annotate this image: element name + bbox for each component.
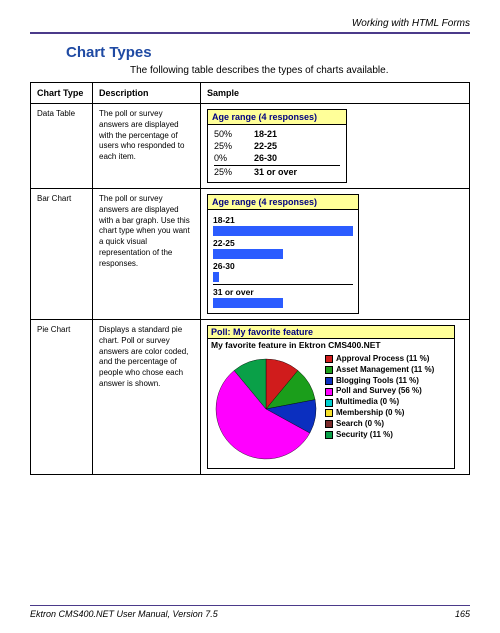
cell-sample: Age range (4 responses) 50% 18-21 25% 22-25…	[201, 104, 470, 189]
legend-item: Security (11 %)	[325, 430, 434, 441]
legend-swatch	[325, 388, 333, 396]
data-table-item: 50% 18-21	[214, 128, 340, 140]
legend-item: Poll and Survey (56 %)	[325, 386, 434, 397]
legend-item: Multimedia (0 %)	[325, 397, 434, 408]
bar	[213, 298, 283, 308]
bar-label: 22-25	[213, 238, 353, 248]
cell-sample: Poll: My favorite feature My favorite fe…	[201, 320, 470, 475]
legend-item: Membership (0 %)	[325, 408, 434, 419]
bar-wrap	[213, 249, 353, 259]
intro-text: The following table describes the types …	[130, 65, 470, 76]
bar	[213, 226, 353, 236]
legend-swatch	[325, 420, 333, 428]
table-row: Bar Chart The poll or survey answers are…	[31, 189, 470, 320]
desc-text: The poll or survey answers are displayed…	[99, 194, 194, 270]
chart-types-table: Chart Type Description Sample Data Table…	[30, 82, 470, 475]
cell-type: Bar Chart	[31, 189, 93, 320]
legend-swatch	[325, 366, 333, 374]
bar-wrap	[213, 298, 353, 308]
data-table-item: 0% 26-30	[214, 152, 340, 164]
data-table-label: 22-25	[254, 141, 277, 151]
bar-label: 18-21	[213, 215, 353, 225]
legend-swatch	[325, 409, 333, 417]
footer-rule	[30, 605, 470, 606]
legend-item: Blogging Tools (11 %)	[325, 376, 434, 387]
col-header-desc: Description	[93, 83, 201, 104]
legend-swatch	[325, 399, 333, 407]
legend-item: Approval Process (11 %)	[325, 354, 434, 365]
header-breadcrumb: Working with HTML Forms	[30, 18, 470, 32]
table-row: Pie Chart Displays a standard pie chart.…	[31, 320, 470, 475]
bar-divider	[213, 284, 353, 285]
legend-swatch	[325, 377, 333, 385]
data-table-pct: 50%	[214, 129, 240, 139]
sample-title: Poll: My favorite feature	[208, 326, 454, 339]
cell-desc: Displays a standard pie chart. Poll or s…	[93, 320, 201, 475]
desc-text: Displays a standard pie chart. Poll or s…	[99, 325, 194, 390]
desc-text: The poll or survey answers are displayed…	[99, 109, 194, 163]
cell-desc: The poll or survey answers are displayed…	[93, 104, 201, 189]
bar-wrap	[213, 272, 353, 282]
section-heading: Chart Types	[66, 44, 470, 61]
legend-swatch	[325, 431, 333, 439]
bar-label: 26-30	[213, 261, 353, 271]
pie-legend: Approval Process (11 %)Asset Management …	[325, 354, 434, 464]
sample-subtitle: My favorite feature in Ektron CMS400.NET	[208, 339, 454, 352]
legend-label: Membership (0 %)	[336, 408, 404, 419]
legend-swatch	[325, 355, 333, 363]
legend-item: Search (0 %)	[325, 419, 434, 430]
page-footer: Ektron CMS400.NET User Manual, Version 7…	[30, 605, 470, 619]
bar-chart-sample: Age range (4 responses) 18-21 22-25 26-30 3…	[207, 194, 359, 314]
data-table-label: 18-21	[254, 129, 277, 139]
legend-label: Security (11 %)	[336, 430, 393, 441]
data-table-label: 31 or over	[254, 167, 297, 177]
legend-label: Asset Management (11 %)	[336, 365, 434, 376]
pie-chart-sample: Poll: My favorite feature My favorite fe…	[207, 325, 455, 469]
sample-title: Age range (4 responses)	[208, 110, 346, 125]
sample-title: Age range (4 responses)	[208, 195, 358, 210]
bar	[213, 272, 219, 282]
footer-manual-title: Ektron CMS400.NET User Manual, Version 7…	[30, 609, 218, 619]
data-table-label: 26-30	[254, 153, 277, 163]
data-table-item: 25% 22-25	[214, 140, 340, 152]
legend-label: Poll and Survey (56 %)	[336, 386, 422, 397]
table-row: Data Table The poll or survey answers ar…	[31, 104, 470, 189]
header-rule	[30, 32, 470, 34]
data-table-pct: 25%	[214, 141, 240, 151]
legend-label: Search (0 %)	[336, 419, 384, 430]
cell-type: Pie Chart	[31, 320, 93, 475]
bar-label: 31 or over	[213, 287, 353, 297]
col-header-sample: Sample	[201, 83, 470, 104]
bar	[213, 249, 283, 259]
bar-wrap	[213, 226, 353, 236]
data-table-pct: 0%	[214, 153, 240, 163]
pie-chart-svg	[211, 354, 321, 464]
cell-sample: Age range (4 responses) 18-21 22-25 26-30 3…	[201, 189, 470, 320]
data-table-pct: 25%	[214, 167, 240, 177]
col-header-type: Chart Type	[31, 83, 93, 104]
cell-desc: The poll or survey answers are displayed…	[93, 189, 201, 320]
legend-item: Asset Management (11 %)	[325, 365, 434, 376]
legend-label: Approval Process (11 %)	[336, 354, 429, 365]
data-table-sample: Age range (4 responses) 50% 18-21 25% 22-25…	[207, 109, 347, 183]
legend-label: Blogging Tools (11 %)	[336, 376, 419, 387]
legend-label: Multimedia (0 %)	[336, 397, 399, 408]
cell-type: Data Table	[31, 104, 93, 189]
footer-page-number: 165	[455, 609, 470, 619]
data-table-item: 25% 31 or over	[214, 166, 340, 178]
